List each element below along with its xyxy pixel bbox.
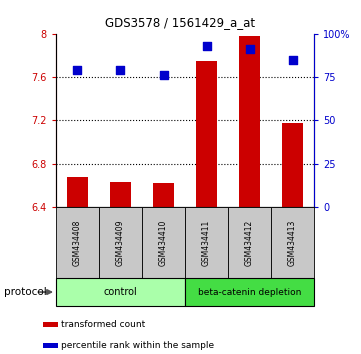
Bar [142, 207, 185, 278]
Text: control: control [104, 287, 137, 297]
Point [290, 57, 295, 62]
Text: GSM434413: GSM434413 [288, 219, 297, 266]
Bar [153, 183, 174, 207]
Bar [282, 122, 303, 207]
Bar [196, 61, 217, 207]
Text: transformed count: transformed count [61, 320, 145, 329]
Text: protocol: protocol [4, 287, 46, 297]
Text: GSM434410: GSM434410 [159, 219, 168, 266]
Bar [185, 278, 314, 306]
Point [161, 73, 166, 78]
Bar [67, 177, 88, 207]
Text: GSM434411: GSM434411 [202, 219, 211, 266]
Bar [228, 207, 271, 278]
Bar [56, 278, 185, 306]
Text: GDS3578 / 1561429_a_at: GDS3578 / 1561429_a_at [105, 16, 256, 29]
Bar [239, 36, 260, 207]
Text: GSM434408: GSM434408 [73, 219, 82, 266]
Text: GSM434412: GSM434412 [245, 219, 254, 266]
Text: percentile rank within the sample: percentile rank within the sample [61, 341, 214, 350]
Point [118, 67, 123, 73]
Bar [110, 182, 131, 207]
Bar [185, 207, 228, 278]
Text: GSM434409: GSM434409 [116, 219, 125, 266]
Point [247, 46, 252, 52]
Point [204, 43, 209, 48]
Point [75, 67, 81, 73]
Bar [56, 207, 99, 278]
Bar [43, 343, 58, 348]
Bar [99, 207, 142, 278]
Text: beta-catenin depletion: beta-catenin depletion [198, 287, 301, 297]
Bar [271, 207, 314, 278]
Bar [43, 321, 58, 327]
